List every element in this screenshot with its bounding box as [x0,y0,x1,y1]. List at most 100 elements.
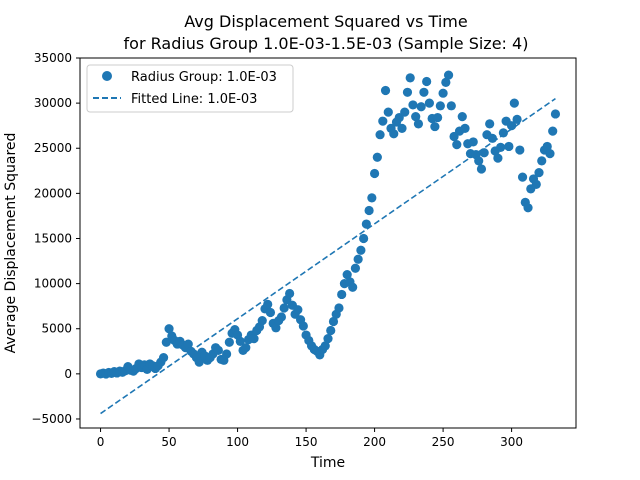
legend-line-label: Fitted Line: 1.0E-03 [131,92,257,107]
scatter-point [550,109,561,119]
scatter-point [320,341,330,351]
scatter-point [507,121,517,131]
scatter-point [164,324,174,334]
scatter-point [413,119,424,129]
scatter-point [383,107,393,117]
scatter-point [504,141,514,152]
scatter-point [257,316,267,326]
scatter-point [523,203,533,213]
scatter-point [443,70,454,80]
scatter-point [265,307,276,318]
scatter-point [328,316,339,327]
scatter-point [430,121,440,132]
scatter-point [438,88,448,98]
scatter-point [515,145,525,155]
scatter-point [509,98,519,108]
scatter-point [416,102,426,112]
scatter-point [534,168,544,178]
x-tick-label: 200 [363,435,386,449]
scatter-point [364,205,374,216]
scatter-point [545,149,555,159]
scatter-point [485,119,495,129]
scatter-point [293,305,303,315]
scatter-point [369,168,380,179]
scatter-point [411,112,421,122]
scatter-point [158,353,169,363]
scatter-point [498,128,508,138]
scatter-point [512,114,522,124]
x-tick-label: 50 [161,435,176,449]
scatter-point [474,156,484,166]
plot-frame [79,57,577,429]
scatter-point [342,269,352,280]
scatter-point [408,100,418,110]
y-tick-label: 5000 [41,322,72,336]
legend-scatter-label: Radius Group: 1.0E-03 [131,70,277,85]
fitted-line-layer [100,97,556,415]
chart-title-line2: for Radius Group 1.0E-03-1.5E-03 (Sample… [124,34,529,53]
fitted-line [100,97,556,415]
scatter-point [476,164,487,174]
scatter-point [487,133,498,143]
scatter-point [194,357,204,367]
legend: Radius Group: 1.0E-03 Fitted Line: 1.0E-… [86,64,294,113]
scatter-point [263,299,273,309]
x-axis: 0 50 100 150 200 250 300 [97,428,523,449]
scatter-point [405,73,415,83]
x-tick-label: 100 [226,435,249,449]
scatter-point [537,156,547,166]
y-tick-label: 10000 [34,277,72,291]
scatter-point [380,85,391,96]
scatter-point [378,116,388,126]
y-tick-label: 35000 [34,51,72,65]
scatter-point [323,334,333,344]
x-axis-label: Time [310,455,345,471]
scatter-point [542,141,552,152]
scatter-point [372,152,382,162]
scatter-point [397,123,407,133]
scatter-point [271,323,281,333]
scatter-point [496,142,506,152]
scatter-point [348,282,358,292]
scatter-point [249,334,259,344]
scatter-point [337,289,347,300]
plot-area [95,70,561,415]
scatter-point [326,325,336,336]
scatter-point [334,303,344,313]
scatter-point [353,254,363,264]
y-tick-label: 25000 [34,141,72,155]
y-tick-label: 30000 [34,96,72,110]
scatter-point [433,112,443,123]
scatter-point [479,148,489,158]
scatter-point [222,349,232,359]
scatter-points-layer [95,70,561,379]
scatter-point [361,219,371,229]
scatter-point [441,77,451,87]
scatter-point [298,321,308,331]
scatter-point [531,179,541,189]
scatter-point [457,112,467,122]
x-tick-label: 300 [500,435,523,449]
scatter-point [241,343,251,353]
x-tick-label: 0 [97,435,105,449]
y-axis-label: Average Displacement Squared [3,133,19,354]
scatter-point [356,245,366,255]
y-tick-label: 0 [64,367,72,381]
scatter-point [161,337,171,347]
scatter-point [183,339,193,349]
y-axis: −5000 0 5000 10000 15000 20000 25000 30000 35000 [31,51,80,426]
chart-title-line1: Avg Displacement Squared vs Time [184,12,467,31]
scatter-point [419,87,429,97]
scatter-point [460,123,470,133]
x-tick-label: 150 [295,435,318,449]
scatter-point [235,336,245,346]
scatter-point [367,193,377,203]
scatter-point [279,303,289,313]
scatter-point [517,172,528,182]
scatter-point [389,129,399,139]
scatter-point [276,312,287,322]
legend-box [86,64,294,113]
scatter-point [359,233,369,244]
y-tick-label: 20000 [34,186,72,200]
